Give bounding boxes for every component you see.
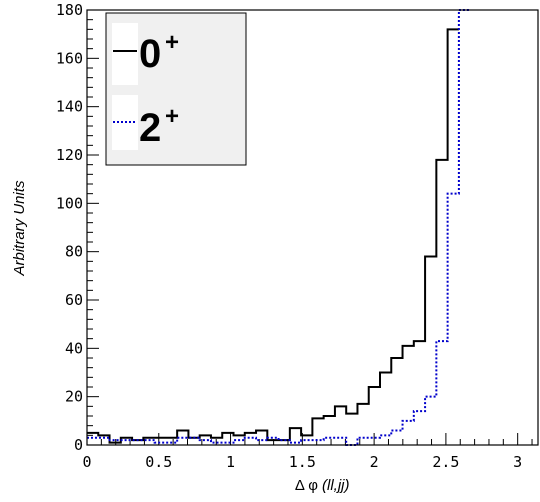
- y-tick-label: 160: [56, 49, 83, 67]
- series-1-histogram: [87, 9, 471, 446]
- plot-frame: [86, 9, 539, 446]
- x-tick-label: 0.5: [145, 453, 172, 471]
- x-tick-label: 2: [370, 453, 379, 471]
- x-tick-label: 1.5: [289, 453, 316, 471]
- x-tick-label: 0: [82, 453, 91, 471]
- y-tick-label: 20: [65, 388, 83, 406]
- y-tick-label: 80: [65, 243, 83, 261]
- y-tick-label: 140: [56, 98, 83, 116]
- legend-sup-0: +: [165, 29, 179, 56]
- y-tick-label: 180: [56, 1, 83, 19]
- x-axis-title-args: (ll,jj): [322, 477, 350, 494]
- y-axis-title: Arbitrary Units: [11, 180, 28, 277]
- x-tick-label: 1: [226, 453, 235, 471]
- series-layer: [87, 9, 471, 446]
- legend: 0 + 2 +: [105, 12, 247, 166]
- x-tick-label: 2.5: [432, 453, 459, 471]
- x-tick-label: 3: [513, 453, 522, 471]
- y-tick-label: 60: [65, 291, 83, 309]
- legend-swatch-bg-0: [112, 23, 138, 85]
- legend-sup-1: +: [165, 103, 179, 130]
- x-axis-title: Δ φ: [295, 477, 318, 494]
- y-tick-label: 0: [74, 436, 83, 454]
- y-tick-label: 100: [56, 194, 83, 212]
- y-tick-label: 40: [65, 339, 83, 357]
- legend-label-0: 0: [139, 32, 161, 76]
- legend-label-1: 2: [139, 106, 161, 150]
- series-0-histogram: [87, 28, 459, 444]
- y-tick-label: 120: [56, 146, 83, 164]
